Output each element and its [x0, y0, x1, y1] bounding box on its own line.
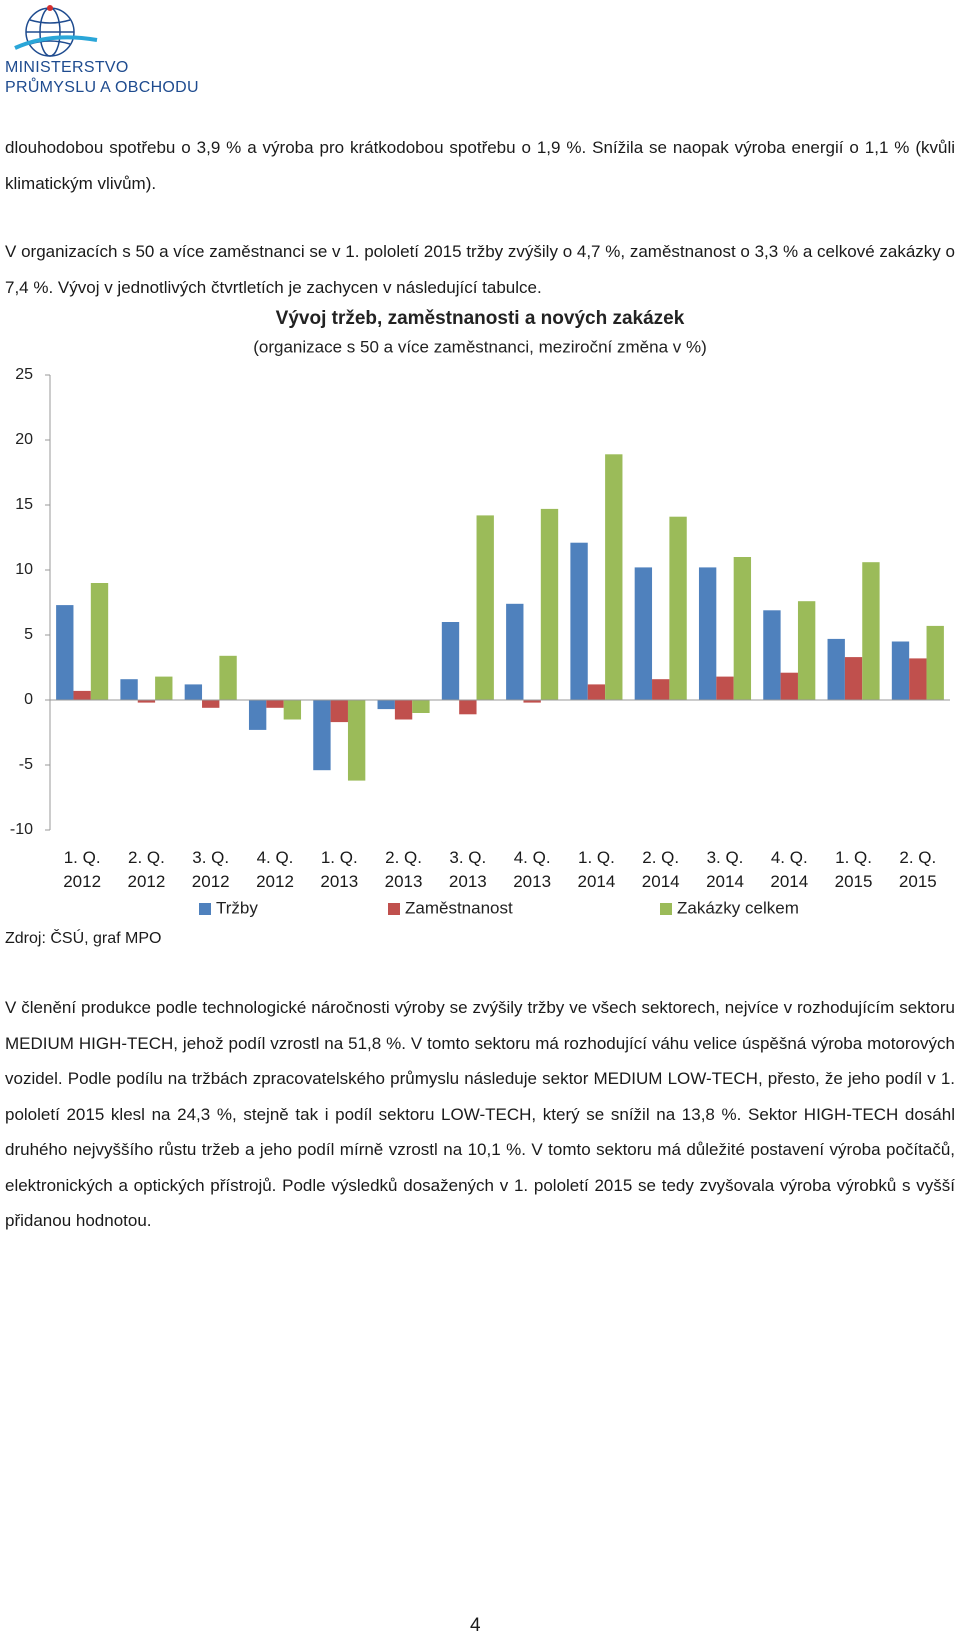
x-tick-label: 2. Q. 2015 — [898, 848, 937, 891]
bar — [716, 676, 734, 700]
legend-label: Tržby — [216, 898, 258, 917]
bar — [909, 658, 927, 700]
bar — [669, 516, 687, 700]
x-axis-labels: 1. Q. 2012 2. Q. 2012 3. Q. 2012 4. Q. 2012… — [0, 846, 960, 898]
bar — [73, 690, 91, 700]
x-tick-label: 1. Q. 2015 — [834, 848, 873, 891]
y-tick-label: 10 — [15, 561, 33, 578]
bar — [570, 542, 588, 700]
bar — [652, 679, 670, 700]
x-tick-label: 3. Q. 2013 — [448, 848, 487, 891]
chart: Vývoj tržeb, zaměstnanosti a nových zaká… — [10, 308, 950, 917]
x-tick-label: 1. Q. 2013 — [320, 848, 359, 891]
bar — [459, 700, 477, 715]
bar — [266, 700, 284, 708]
bar — [120, 679, 138, 700]
bar — [891, 641, 910, 700]
x-tick-label: 4. Q. 2012 — [256, 848, 294, 891]
bar — [780, 672, 798, 700]
y-tick-label: -5 — [19, 756, 33, 773]
bar — [330, 700, 348, 723]
bar — [155, 676, 173, 700]
bar — [926, 625, 944, 700]
legend-label: Zaměstnanost — [405, 898, 513, 917]
bar — [540, 508, 559, 700]
x-tick-label: 4. Q. 2013 — [513, 848, 552, 891]
x-tick-label: 3. Q. 2014 — [706, 848, 744, 891]
chart-title: Vývoj tržeb, zaměstnanosti a nových zaká… — [276, 308, 685, 329]
bar — [587, 684, 606, 700]
bar — [605, 454, 623, 700]
bar — [797, 601, 816, 700]
y-tick-label: 20 — [15, 431, 33, 448]
bar — [219, 655, 237, 700]
x-tick-label: 1. Q. 2012 — [63, 848, 102, 891]
bar — [137, 700, 156, 703]
x-tick-label: 2. Q. 2013 — [384, 848, 423, 891]
x-tick-label: 2. Q. 2014 — [641, 848, 680, 891]
y-tick-label: 25 — [15, 366, 33, 383]
bar — [634, 567, 653, 700]
bar — [698, 567, 717, 700]
source-note: Zdroj: ČSÚ, graf MPO — [5, 930, 162, 947]
bar — [441, 622, 460, 700]
bar — [476, 515, 494, 700]
y-tick-label: 15 — [15, 496, 33, 513]
x-tick-label: 1. Q. 2014 — [577, 848, 616, 891]
page-number: 4 — [470, 1615, 481, 1636]
paragraph: V organizacích s 50 a více zaměstnanci s… — [5, 242, 955, 297]
bar — [862, 562, 880, 700]
bar — [184, 684, 203, 700]
y-tick-label: -10 — [10, 821, 33, 838]
bar — [377, 700, 395, 710]
bar — [827, 638, 845, 700]
y-tick-label: 5 — [24, 626, 33, 643]
bar — [313, 700, 331, 771]
paragraph: V členění produkce podle technologické n… — [5, 998, 955, 1230]
legend-swatch — [660, 903, 672, 915]
bar — [844, 657, 863, 700]
legend-swatch — [388, 903, 400, 915]
bar — [523, 700, 541, 703]
x-tick-label: 4. Q. 2014 — [770, 848, 809, 891]
bar — [412, 700, 430, 713]
bar — [506, 603, 524, 700]
y-tick-label: 0 — [24, 691, 33, 708]
logo-text: PRŮMYSLU A OBCHODU — [5, 79, 199, 96]
bar — [763, 610, 781, 700]
x-tick-label: 2. Q. 2012 — [127, 848, 166, 891]
bar — [733, 557, 752, 700]
x-tick-label: 3. Q. 2012 — [191, 848, 230, 891]
legend-swatch — [199, 903, 211, 915]
logo-text: MINISTERSTVO — [5, 59, 129, 76]
bar — [347, 700, 366, 781]
chart-subtitle: (organizace s 50 a více zaměstnanci, mez… — [253, 337, 707, 356]
bar — [90, 583, 109, 700]
bar — [202, 700, 220, 708]
bar — [394, 700, 413, 720]
bar — [56, 605, 74, 700]
legend-label: Zakázky celkem — [677, 898, 799, 917]
logo-globe — [14, 5, 98, 57]
bar — [248, 700, 267, 730]
bar — [283, 700, 302, 720]
paragraph: dlouhodobou spotřebu o 3,9 % a výroba pr… — [5, 138, 955, 193]
